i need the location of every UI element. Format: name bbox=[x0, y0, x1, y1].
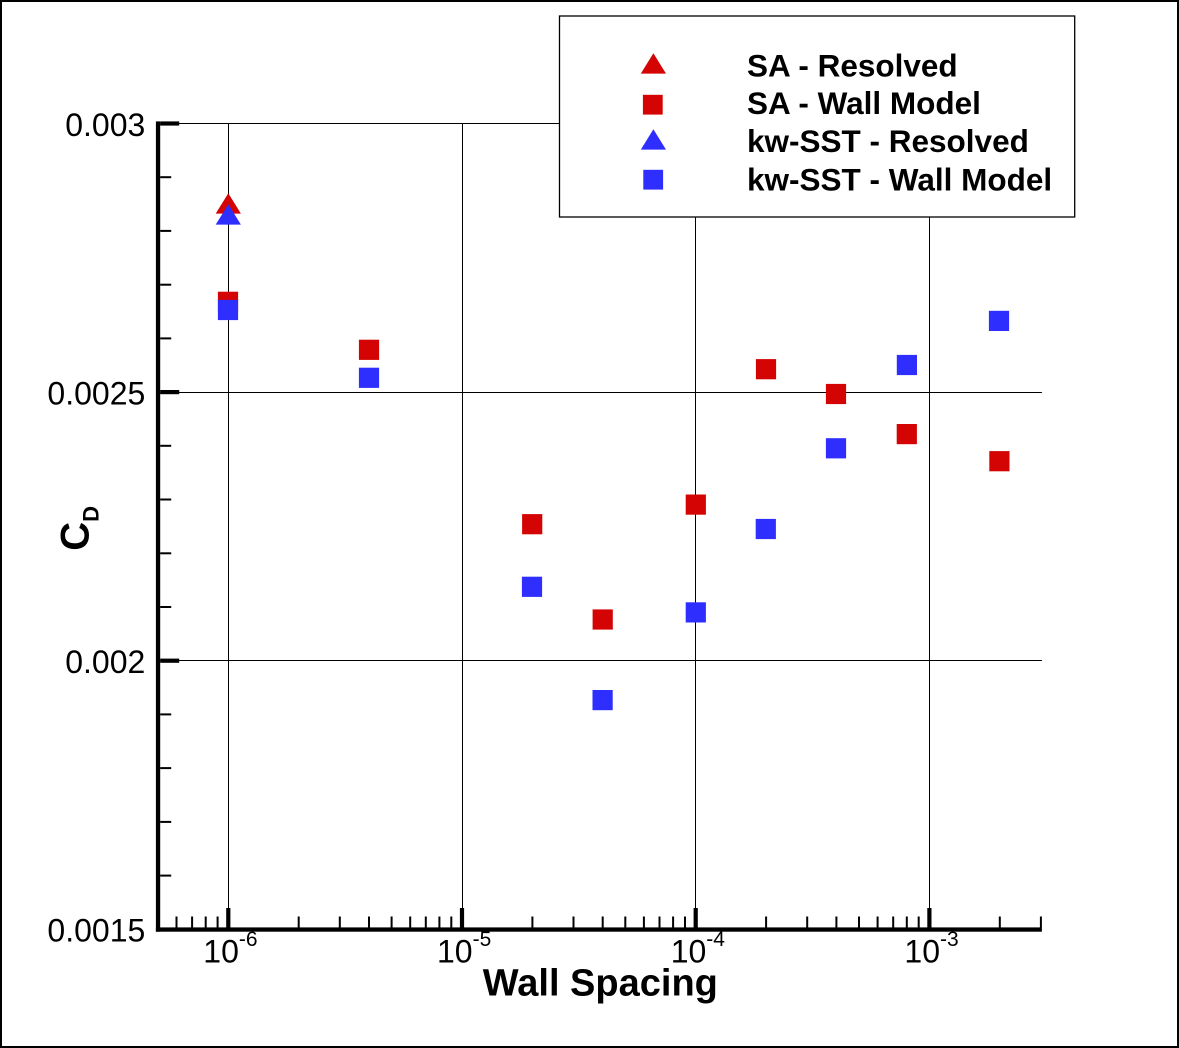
svg-text:0.002: 0.002 bbox=[65, 644, 145, 680]
svg-text:kw-SST - Wall Model: kw-SST - Wall Model bbox=[747, 161, 1052, 197]
svg-text:SA - Resolved: SA - Resolved bbox=[747, 47, 958, 83]
svg-text:0.0015: 0.0015 bbox=[47, 913, 145, 949]
svg-text:0.0025: 0.0025 bbox=[47, 375, 145, 411]
svg-text:kw-SST - Resolved: kw-SST - Resolved bbox=[747, 123, 1029, 159]
svg-text:0.003: 0.003 bbox=[65, 107, 145, 143]
svg-text:SA - Wall Model: SA - Wall Model bbox=[747, 85, 981, 121]
svg-text:Wall Spacing: Wall Spacing bbox=[483, 962, 718, 1004]
svg-text:10-4: 10-4 bbox=[671, 928, 726, 970]
